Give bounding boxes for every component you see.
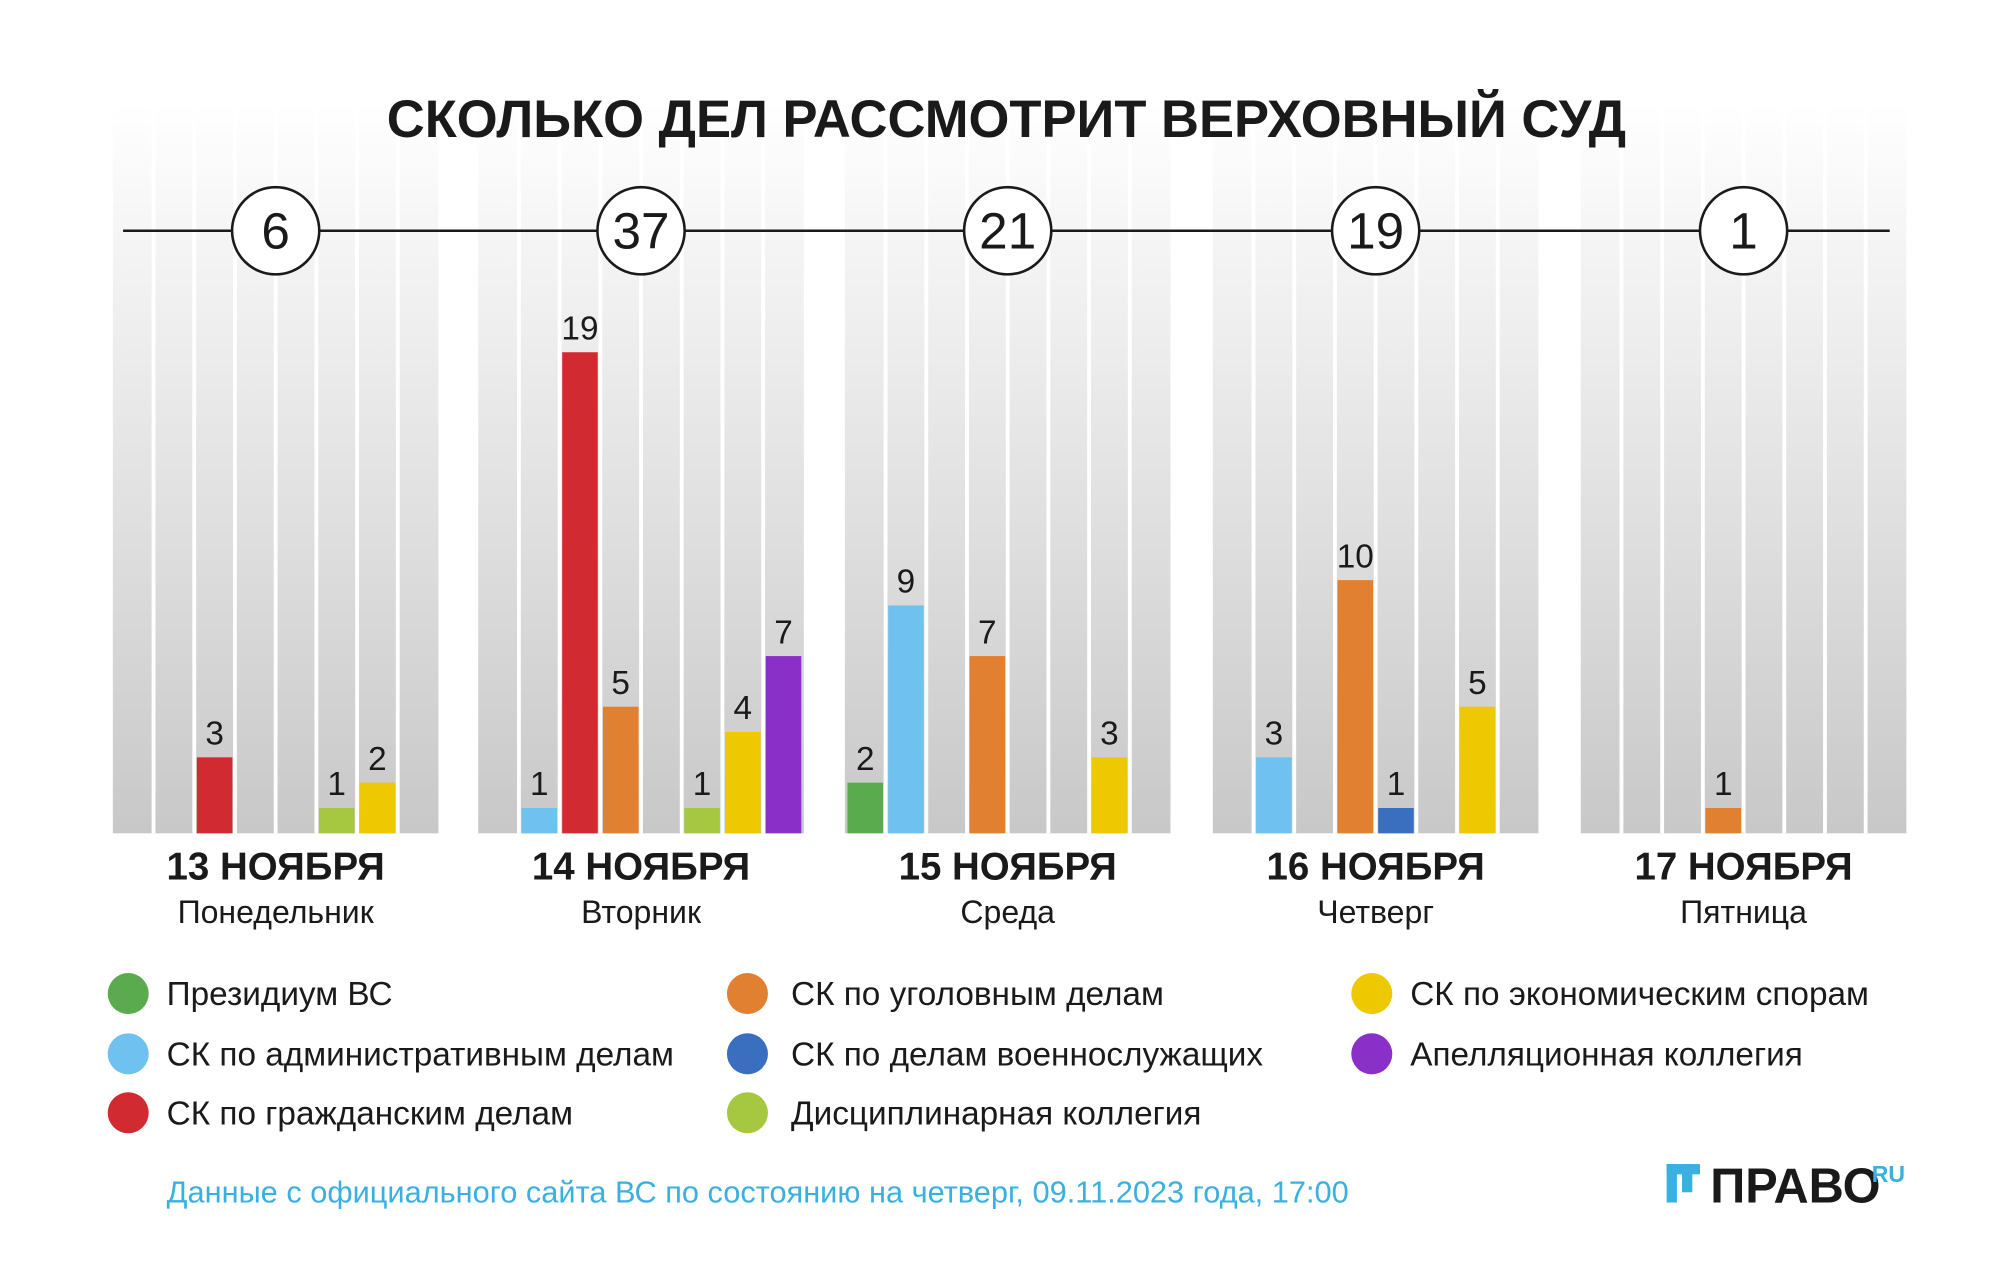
bar [318, 807, 355, 834]
value-label: 4 [734, 690, 753, 727]
logo-suffix: RU [1872, 1161, 1905, 1187]
bar [888, 605, 924, 834]
bar [725, 732, 761, 834]
logo: ПРАВО RU [1666, 1160, 1905, 1214]
bar [521, 807, 558, 834]
legend-label: Дисциплинарная коллегия [791, 1095, 1201, 1132]
bar [1459, 706, 1496, 834]
bar [1705, 807, 1742, 834]
legend-marker [107, 1033, 149, 1075]
total-circle [1698, 185, 1789, 276]
legend-label: Апелляционная коллегия [1410, 1036, 1803, 1073]
day-total: 21 [979, 203, 1036, 260]
value-label: 1 [1714, 766, 1733, 803]
weekday-label: Среда [960, 894, 1055, 930]
x-tick-label: 16 НОЯБРЯ [1267, 845, 1485, 888]
value-label: 2 [856, 741, 875, 778]
weekday-label: Четверг [1317, 894, 1434, 930]
logo-icon [1666, 1164, 1677, 1203]
x-tick-label: 15 НОЯБРЯ [899, 845, 1117, 888]
day-total: 19 [1347, 203, 1404, 260]
weekday-label: Пятница [1680, 894, 1807, 930]
legend-label: СК по административным делам [167, 1036, 674, 1073]
logo-text: ПРАВО [1710, 1160, 1880, 1214]
legend-label: СК по уголовным делам [791, 976, 1164, 1013]
x-tick-label: 14 НОЯБРЯ [532, 845, 750, 888]
value-label: 3 [205, 716, 224, 753]
bar [969, 656, 1006, 834]
value-label: 5 [611, 665, 630, 702]
total-circle [596, 185, 686, 276]
value-label: 5 [1468, 665, 1487, 702]
legend-marker [107, 1092, 149, 1134]
total-circle [230, 185, 321, 276]
value-label: 1 [1387, 766, 1406, 803]
legend-label: Президиум ВС [167, 976, 393, 1013]
value-label: 7 [978, 614, 997, 651]
legend-marker [107, 973, 149, 1015]
day-total: 37 [613, 203, 670, 260]
bar [765, 656, 802, 834]
x-tick-label: 13 НОЯБРЯ [167, 845, 385, 888]
weekday-label: Вторник [581, 894, 702, 930]
legend-marker [1351, 1033, 1393, 1075]
value-label: 1 [693, 766, 712, 803]
value-label: 1 [530, 766, 549, 803]
bar [359, 782, 396, 834]
weekday-label: Понедельник [178, 894, 375, 930]
bar [1337, 580, 1374, 834]
legend-marker [726, 1092, 768, 1134]
bar [196, 757, 233, 834]
total-circle [1330, 185, 1421, 276]
value-label: 10 [1337, 538, 1374, 575]
legend-marker [726, 973, 768, 1015]
bar [1378, 807, 1414, 834]
legend-label: СК по экономическим спорам [1410, 976, 1869, 1013]
value-label: 19 [561, 310, 598, 347]
day-total: 6 [261, 203, 290, 260]
bar [602, 706, 639, 834]
legend-label: СК по делам военнослужащих [791, 1036, 1263, 1073]
x-tick-label: 17 НОЯБРЯ [1634, 845, 1852, 888]
value-label: 3 [1265, 716, 1284, 753]
value-label: 3 [1100, 716, 1119, 753]
chart-title: СКОЛЬКО ДЕЛ РАССМОТРИТ ВЕРХОВНЫЙ СУД [387, 90, 1626, 149]
bar [1091, 757, 1128, 834]
legend-marker [726, 1033, 768, 1075]
legend-marker [1351, 973, 1393, 1015]
value-label: 2 [368, 741, 387, 778]
total-circle [962, 185, 1053, 276]
value-label: 9 [897, 564, 916, 601]
bar [562, 352, 598, 834]
bar [1256, 757, 1292, 834]
value-label: 1 [327, 766, 346, 803]
bar [684, 807, 720, 834]
day-total: 1 [1729, 203, 1758, 260]
bar [847, 782, 884, 834]
value-label: 7 [774, 614, 793, 651]
legend-label: СК по гражданским делам [167, 1095, 573, 1132]
source-note: Данные с официального сайта ВС по состоя… [167, 1175, 1349, 1210]
logo-icon [1682, 1164, 1693, 1193]
